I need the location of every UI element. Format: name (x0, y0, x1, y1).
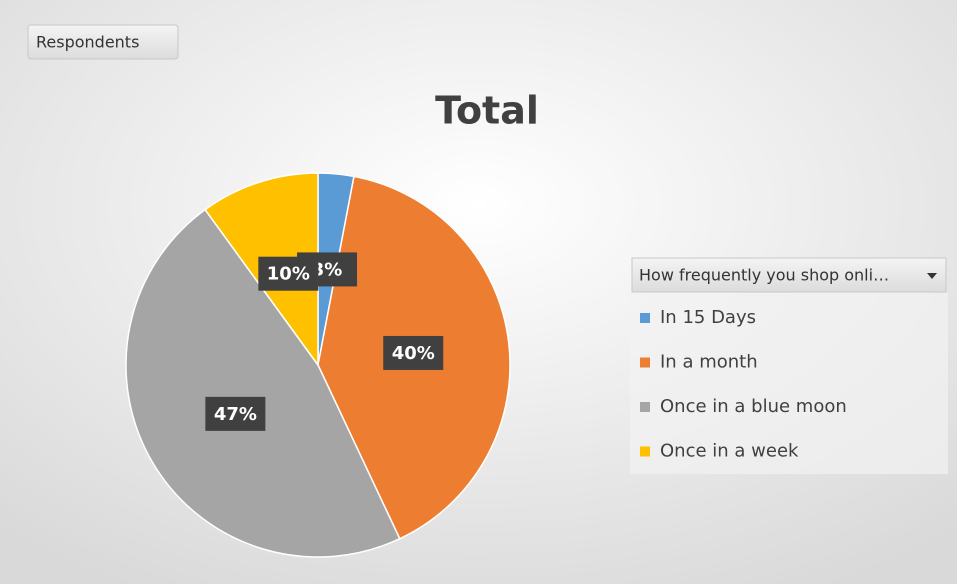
data-label-text: 3% (312, 259, 343, 280)
legend-box (630, 292, 948, 474)
legend-swatch (640, 313, 650, 323)
legend-label: In 15 Days (660, 307, 756, 328)
legend-swatch (640, 357, 650, 368)
field-button-label: Respondents (36, 33, 139, 52)
legend-title: How frequently you shop onli… (639, 266, 889, 285)
legend-field-button[interactable] (631, 257, 947, 293)
dropdown-arrow (927, 273, 937, 279)
legend-label: Once in a week (660, 441, 799, 462)
data-label-text: 40% (392, 343, 435, 364)
data-label: 10% (258, 256, 319, 291)
data-label-text: 10% (267, 264, 310, 285)
data-label: 47% (205, 396, 266, 431)
data-label-box (205, 396, 266, 431)
legend-label: Once in a blue moon (660, 396, 847, 417)
legend: In 15 Days In a month Once in a blue moon O… (640, 307, 847, 462)
data-label-box (258, 256, 319, 291)
legend-label: In a month (660, 352, 758, 373)
data-label: 40% (383, 335, 444, 370)
data-label-text: 47% (214, 404, 257, 425)
legend-swatch (640, 446, 650, 457)
data-label-box (383, 335, 444, 370)
chart-title: Total (435, 89, 539, 133)
pie-slice (125, 208, 401, 558)
data-labels: 3% 40% 47% 10% (205, 252, 444, 431)
legend-swatch (640, 402, 650, 412)
pie (125, 172, 511, 558)
field-button[interactable] (27, 24, 179, 60)
